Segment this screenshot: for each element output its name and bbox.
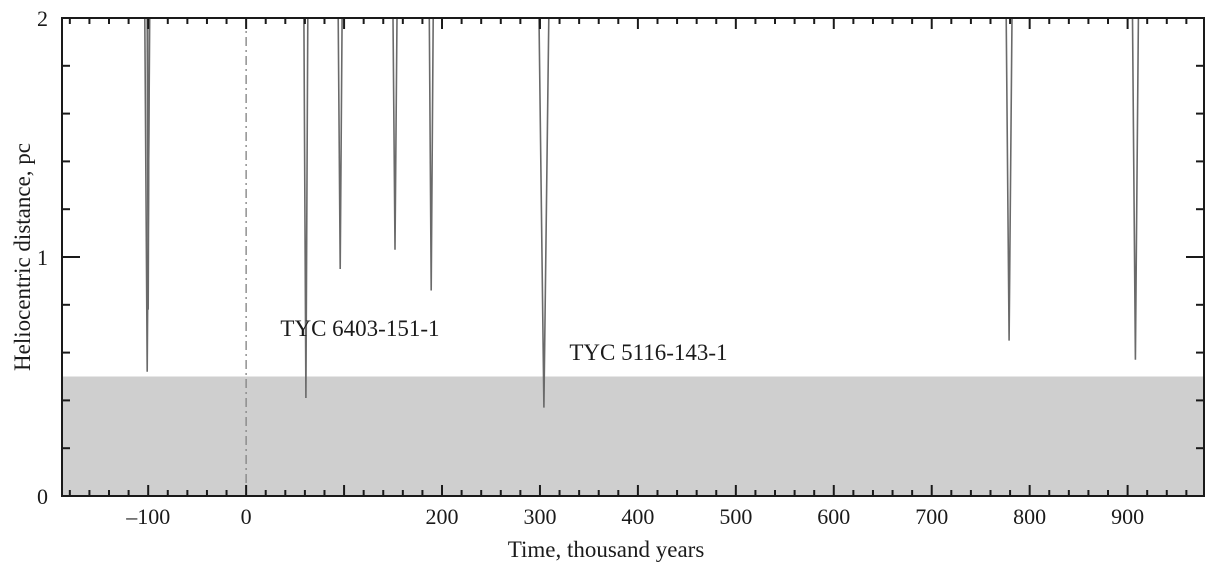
distance-curve-7: [538, 17, 550, 408]
x-tick-label: 700: [915, 504, 948, 529]
distance-curve-9: [1131, 17, 1140, 360]
x-tick-label: 600: [817, 504, 850, 529]
x-tick-label: 500: [719, 504, 752, 529]
distance-curve-5: [392, 17, 398, 250]
distance-curve-3: [303, 17, 309, 399]
y-axis-title: Heliocentric distance, pc: [10, 143, 35, 371]
annotation-tyc-6403: TYC 6403-151-1: [280, 316, 439, 341]
distance-curve-6: [428, 17, 434, 291]
x-tick-label: 800: [1013, 504, 1046, 529]
distance-curve-2: [146, 17, 150, 310]
x-tick-label: 400: [621, 504, 654, 529]
x-tick-label: 200: [426, 504, 459, 529]
annotation-tyc-5116: TYC 5116-143-1: [569, 340, 727, 365]
y-tick-label: 2: [37, 6, 48, 31]
distance-curve-8: [1005, 17, 1013, 341]
shaded-region: [62, 376, 1204, 496]
x-tick-label: 300: [523, 504, 556, 529]
x-tick-label: –100: [125, 504, 170, 529]
y-tick-label: 1: [37, 245, 48, 270]
x-tick-label: 0: [241, 504, 252, 529]
axis-tick-labels: –100 0 200 300 400 500 600 700 800 900 0 1 2: [37, 6, 1144, 529]
y-tick-label: 0: [37, 484, 48, 509]
distance-curves: [144, 17, 1140, 408]
x-tick-label: 900: [1111, 504, 1144, 529]
axis-ticks: [62, 17, 1204, 497]
x-axis-title: Time, thousand years: [508, 537, 705, 562]
distance-curve-4: [337, 17, 343, 270]
